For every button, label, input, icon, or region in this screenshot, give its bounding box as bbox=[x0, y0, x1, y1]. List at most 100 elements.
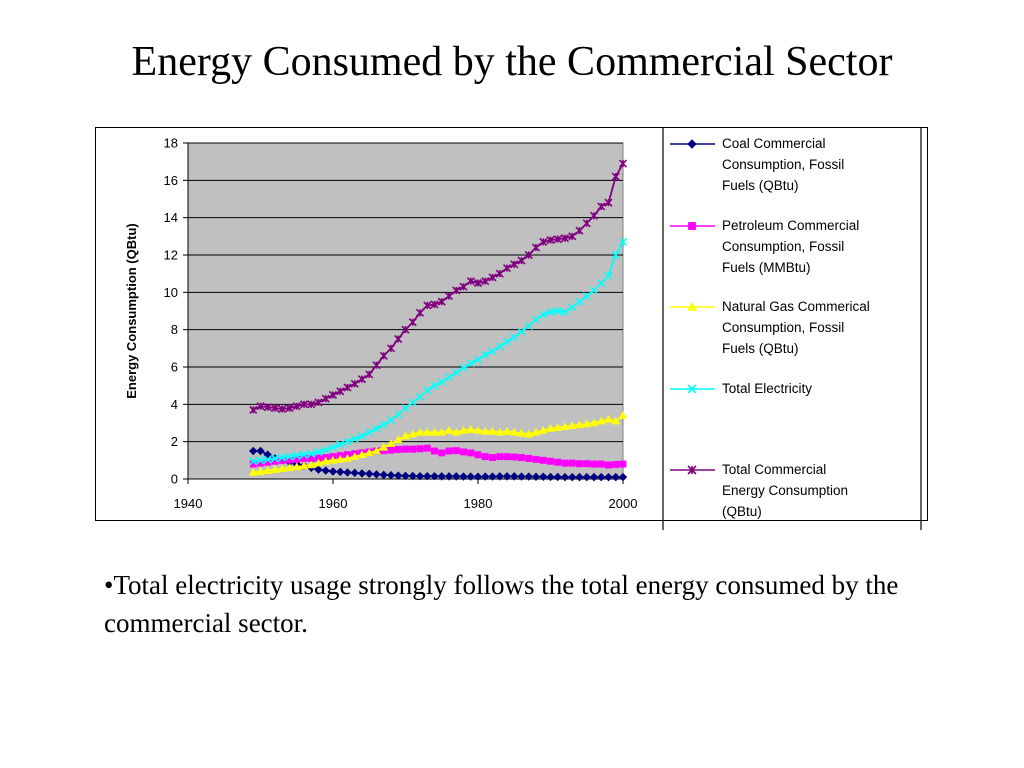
data-point bbox=[343, 468, 352, 477]
data-point bbox=[415, 471, 425, 481]
data-point bbox=[285, 463, 294, 472]
series-line bbox=[252, 163, 624, 411]
data-point bbox=[321, 446, 330, 455]
data-point bbox=[394, 471, 403, 480]
data-point bbox=[299, 461, 309, 470]
data-point bbox=[539, 237, 548, 246]
data-point bbox=[372, 446, 381, 455]
data-point bbox=[481, 350, 490, 359]
series-3 bbox=[248, 411, 628, 476]
data-point bbox=[299, 400, 309, 409]
data-point bbox=[553, 472, 562, 482]
data-point bbox=[372, 470, 381, 479]
data-point bbox=[372, 361, 381, 370]
data-point bbox=[583, 460, 591, 468]
legend-label: Total Electricity bbox=[722, 381, 812, 396]
data-point bbox=[473, 425, 483, 434]
data-point bbox=[604, 414, 613, 423]
data-point bbox=[307, 449, 316, 458]
data-point bbox=[357, 469, 367, 478]
data-point bbox=[285, 452, 294, 461]
data-point bbox=[517, 472, 526, 481]
data-point bbox=[256, 467, 265, 475]
data-point bbox=[466, 472, 475, 481]
data-point bbox=[343, 453, 352, 462]
data-point bbox=[618, 411, 628, 419]
data-point bbox=[496, 453, 504, 461]
data-point bbox=[379, 420, 388, 429]
legend-label: Total Commercial Energy Consumption (QBtu) bbox=[722, 462, 848, 519]
data-point bbox=[539, 472, 548, 481]
data-point bbox=[509, 427, 519, 436]
data-point bbox=[321, 456, 331, 465]
data-point bbox=[524, 321, 533, 330]
series-4 bbox=[249, 237, 628, 466]
data-point bbox=[401, 404, 410, 413]
data-point bbox=[249, 405, 258, 414]
data-point bbox=[314, 458, 323, 467]
data-point bbox=[553, 423, 563, 431]
data-point bbox=[438, 449, 446, 457]
data-point bbox=[350, 379, 359, 388]
data-point bbox=[415, 308, 425, 317]
data-point bbox=[306, 460, 316, 469]
data-point bbox=[582, 219, 591, 228]
bullet-point: •Total electricity usage strongly follow… bbox=[104, 570, 899, 638]
data-point bbox=[589, 211, 599, 220]
chart-frame bbox=[95, 127, 928, 521]
y-tick-label: 16 bbox=[164, 173, 178, 188]
series-line bbox=[253, 447, 624, 466]
data-point bbox=[401, 325, 410, 334]
data-point bbox=[474, 451, 482, 459]
data-point bbox=[415, 392, 425, 401]
data-point bbox=[431, 447, 438, 455]
data-point bbox=[437, 297, 446, 306]
data-point bbox=[444, 472, 454, 481]
y-tick-label: 8 bbox=[171, 322, 178, 337]
data-point bbox=[386, 471, 396, 480]
data-point bbox=[687, 465, 697, 475]
data-point bbox=[554, 458, 562, 466]
data-point bbox=[256, 402, 265, 411]
data-point bbox=[612, 460, 620, 468]
data-point bbox=[452, 368, 461, 377]
data-point bbox=[437, 472, 446, 481]
y-tick-label: 10 bbox=[164, 285, 178, 300]
data-point bbox=[423, 386, 432, 395]
data-point bbox=[568, 303, 577, 312]
legend-entry-1: Coal Commercial Consumption, Fossil Fuels … bbox=[670, 136, 844, 193]
data-point bbox=[481, 453, 489, 461]
data-point bbox=[589, 418, 599, 427]
data-point bbox=[292, 451, 301, 460]
data-point bbox=[531, 472, 541, 481]
data-point bbox=[518, 454, 525, 462]
data-point bbox=[277, 464, 287, 473]
series-2 bbox=[249, 444, 627, 469]
series-line bbox=[253, 414, 624, 474]
data-point bbox=[568, 232, 577, 241]
data-point bbox=[422, 427, 432, 436]
data-point bbox=[611, 416, 621, 425]
data-point bbox=[278, 453, 287, 462]
y-tick-label: 14 bbox=[164, 210, 178, 225]
data-point bbox=[576, 460, 583, 468]
data-point bbox=[408, 429, 418, 438]
data-point bbox=[611, 250, 620, 260]
data-point bbox=[466, 425, 476, 433]
data-point bbox=[575, 226, 584, 235]
data-point bbox=[423, 301, 432, 310]
data-point bbox=[604, 198, 613, 207]
data-point bbox=[307, 400, 316, 409]
data-point bbox=[687, 301, 697, 311]
data-point bbox=[365, 370, 374, 379]
data-point bbox=[335, 454, 345, 463]
data-point bbox=[263, 455, 272, 464]
y-axis-label: Energy Consumption (QBtu) bbox=[124, 223, 139, 399]
data-point bbox=[292, 462, 302, 471]
data-point bbox=[495, 342, 504, 351]
legend-label: Petroleum Commercial Consumption, Fossil F… bbox=[722, 218, 859, 275]
data-point bbox=[532, 455, 540, 463]
data-point bbox=[546, 236, 555, 245]
data-point bbox=[582, 472, 591, 482]
data-point bbox=[531, 315, 541, 324]
